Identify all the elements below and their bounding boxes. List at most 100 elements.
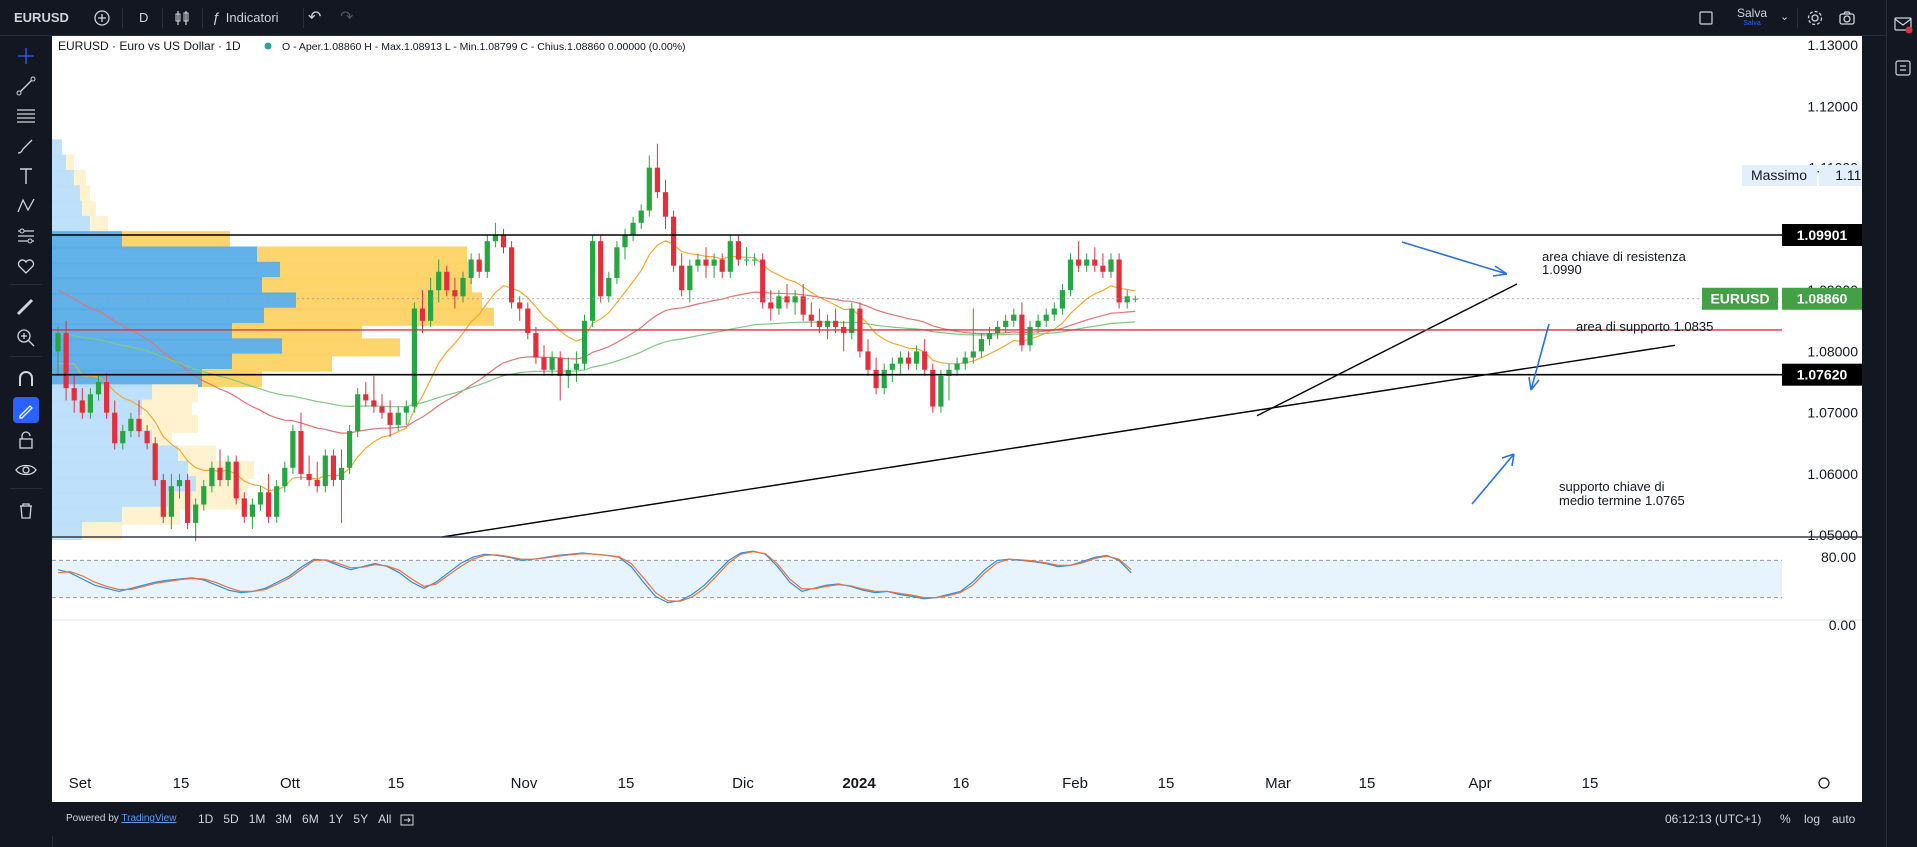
- range-button[interactable]: 3M: [275, 812, 293, 826]
- trend-line-icon[interactable]: [12, 72, 40, 100]
- candle-body: [743, 259, 750, 261]
- stay-drawing-icon[interactable]: [12, 396, 40, 424]
- save-menu-button[interactable]: ⌄: [1780, 0, 1789, 35]
- arrow-down-icon[interactable]: [1528, 323, 1550, 391]
- calendar-icon[interactable]: [1893, 58, 1913, 78]
- time-axis[interactable]: Set 15 Ott 15 Nov 15 Dic 2024 16 Feb 15 Mar 15 Apr 15: [69, 775, 1599, 792]
- snapshot-button[interactable]: [1838, 0, 1856, 35]
- zoom-icon[interactable]: [12, 324, 40, 352]
- pattern-icon[interactable]: [12, 192, 40, 220]
- brush-icon[interactable]: [12, 132, 40, 160]
- profile-sell-bar: [296, 292, 482, 311]
- settings-button[interactable]: [1806, 0, 1824, 35]
- stochastic-pane[interactable]: [52, 550, 1782, 604]
- candle-body: [646, 167, 652, 211]
- crosshair-icon[interactable]: [12, 42, 40, 70]
- candle-body: [687, 265, 693, 291]
- candle: [679, 253, 685, 297]
- lock-icon[interactable]: [12, 426, 40, 454]
- profile-buy-bar: [52, 353, 232, 372]
- support-annotation[interactable]: area di supporto 1.0835: [1576, 319, 1713, 334]
- undo-button[interactable]: ↶: [308, 0, 321, 35]
- profile-buy-bar: [52, 522, 82, 541]
- candle: [1100, 253, 1106, 278]
- ruler-icon[interactable]: [12, 294, 40, 322]
- time-axis-settings-button[interactable]: [1818, 777, 1830, 789]
- arrow-up-right-icon[interactable]: [1471, 453, 1515, 505]
- candle-body: [95, 382, 102, 395]
- mail-icon[interactable]: [1893, 14, 1913, 34]
- range-button[interactable]: 6M: [302, 812, 319, 826]
- interval-button[interactable]: D: [139, 10, 149, 25]
- last-price-value: 1.08860: [1797, 291, 1848, 307]
- goto-date-button[interactable]: [400, 802, 414, 836]
- range-button[interactable]: 5Y: [353, 812, 369, 826]
- range-button[interactable]: 1D: [198, 812, 214, 826]
- redo-button[interactable]: ↷: [340, 0, 353, 35]
- prediction-icon[interactable]: [12, 222, 40, 250]
- candle-body: [104, 382, 110, 413]
- percent-toggle[interactable]: %: [1780, 812, 1791, 826]
- volume-profile: [52, 139, 494, 541]
- candle: [784, 284, 790, 309]
- log-toggle[interactable]: log: [1804, 812, 1821, 826]
- chart-area[interactable]: area chiave di resistenza 1.0990 area di…: [52, 36, 1901, 802]
- trash-icon[interactable]: [12, 496, 40, 524]
- candle: [363, 382, 369, 407]
- candle-body: [476, 259, 482, 272]
- candle: [695, 253, 701, 272]
- candle: [962, 351, 968, 370]
- layout-button[interactable]: [1698, 0, 1714, 35]
- medium-support-annotation[interactable]: supporto chiave di: [1559, 479, 1665, 494]
- eye-icon[interactable]: [12, 456, 40, 484]
- fib-retracement-icon[interactable]: [12, 102, 40, 130]
- candle-body: [654, 167, 660, 193]
- candle: [727, 235, 733, 278]
- resistance-annotation[interactable]: area chiave di resistenza: [1542, 249, 1687, 264]
- price-chart[interactable]: area chiave di resistenza 1.0990 area di…: [52, 36, 1901, 802]
- candle: [873, 357, 879, 395]
- candle: [460, 271, 466, 303]
- heart-icon[interactable]: [12, 252, 40, 280]
- candle: [525, 302, 531, 340]
- candle: [735, 235, 741, 266]
- redo-icon: ↷: [340, 9, 354, 26]
- market-status-icon: [264, 42, 272, 50]
- range-button[interactable]: 1Y: [328, 812, 344, 826]
- candle: [549, 351, 555, 376]
- indicators-button[interactable]: ƒ Indicatori: [212, 0, 279, 35]
- candle: [922, 339, 928, 376]
- candle: [63, 320, 69, 401]
- candle-body: [549, 357, 555, 370]
- candle: [598, 235, 604, 303]
- tradingview-link[interactable]: TradingView: [121, 813, 177, 824]
- time-tick-label: Nov: [511, 775, 538, 792]
- time-tick-label: 2024: [842, 775, 876, 792]
- auto-toggle[interactable]: auto: [1832, 812, 1856, 826]
- range-button[interactable]: 1M: [248, 812, 266, 826]
- compare-button[interactable]: [93, 0, 111, 35]
- symbol-search-button[interactable]: EURUSD: [14, 10, 69, 25]
- candle: [249, 498, 255, 530]
- save-button[interactable]: Salva Salva: [1734, 6, 1770, 27]
- text-icon[interactable]: [12, 162, 40, 190]
- medium-support-annotation-value[interactable]: medio termine 1.0765: [1559, 493, 1685, 508]
- candle-body: [428, 290, 434, 321]
- candle: [833, 308, 839, 334]
- candle-body: [1132, 298, 1138, 300]
- candle: [355, 388, 361, 438]
- clock[interactable]: 06:12:13 (UTC+1): [1665, 812, 1762, 826]
- chart-legend-title[interactable]: EURUSD · Euro vs US Dollar · 1D: [58, 39, 241, 53]
- chart-type-button[interactable]: [173, 0, 191, 35]
- candle: [87, 388, 93, 419]
- candle-body: [347, 431, 353, 468]
- range-button[interactable]: All: [378, 812, 392, 826]
- arrow-right-down-icon[interactable]: [1401, 241, 1508, 277]
- magnet-icon[interactable]: [12, 366, 40, 394]
- range-button[interactable]: 5D: [223, 812, 239, 826]
- candle: [193, 498, 199, 542]
- massimo-value: 1.11390: [1835, 167, 1862, 183]
- candle: [314, 461, 320, 493]
- resistance-annotation-value[interactable]: 1.0990: [1542, 262, 1582, 277]
- candle-body: [752, 259, 758, 261]
